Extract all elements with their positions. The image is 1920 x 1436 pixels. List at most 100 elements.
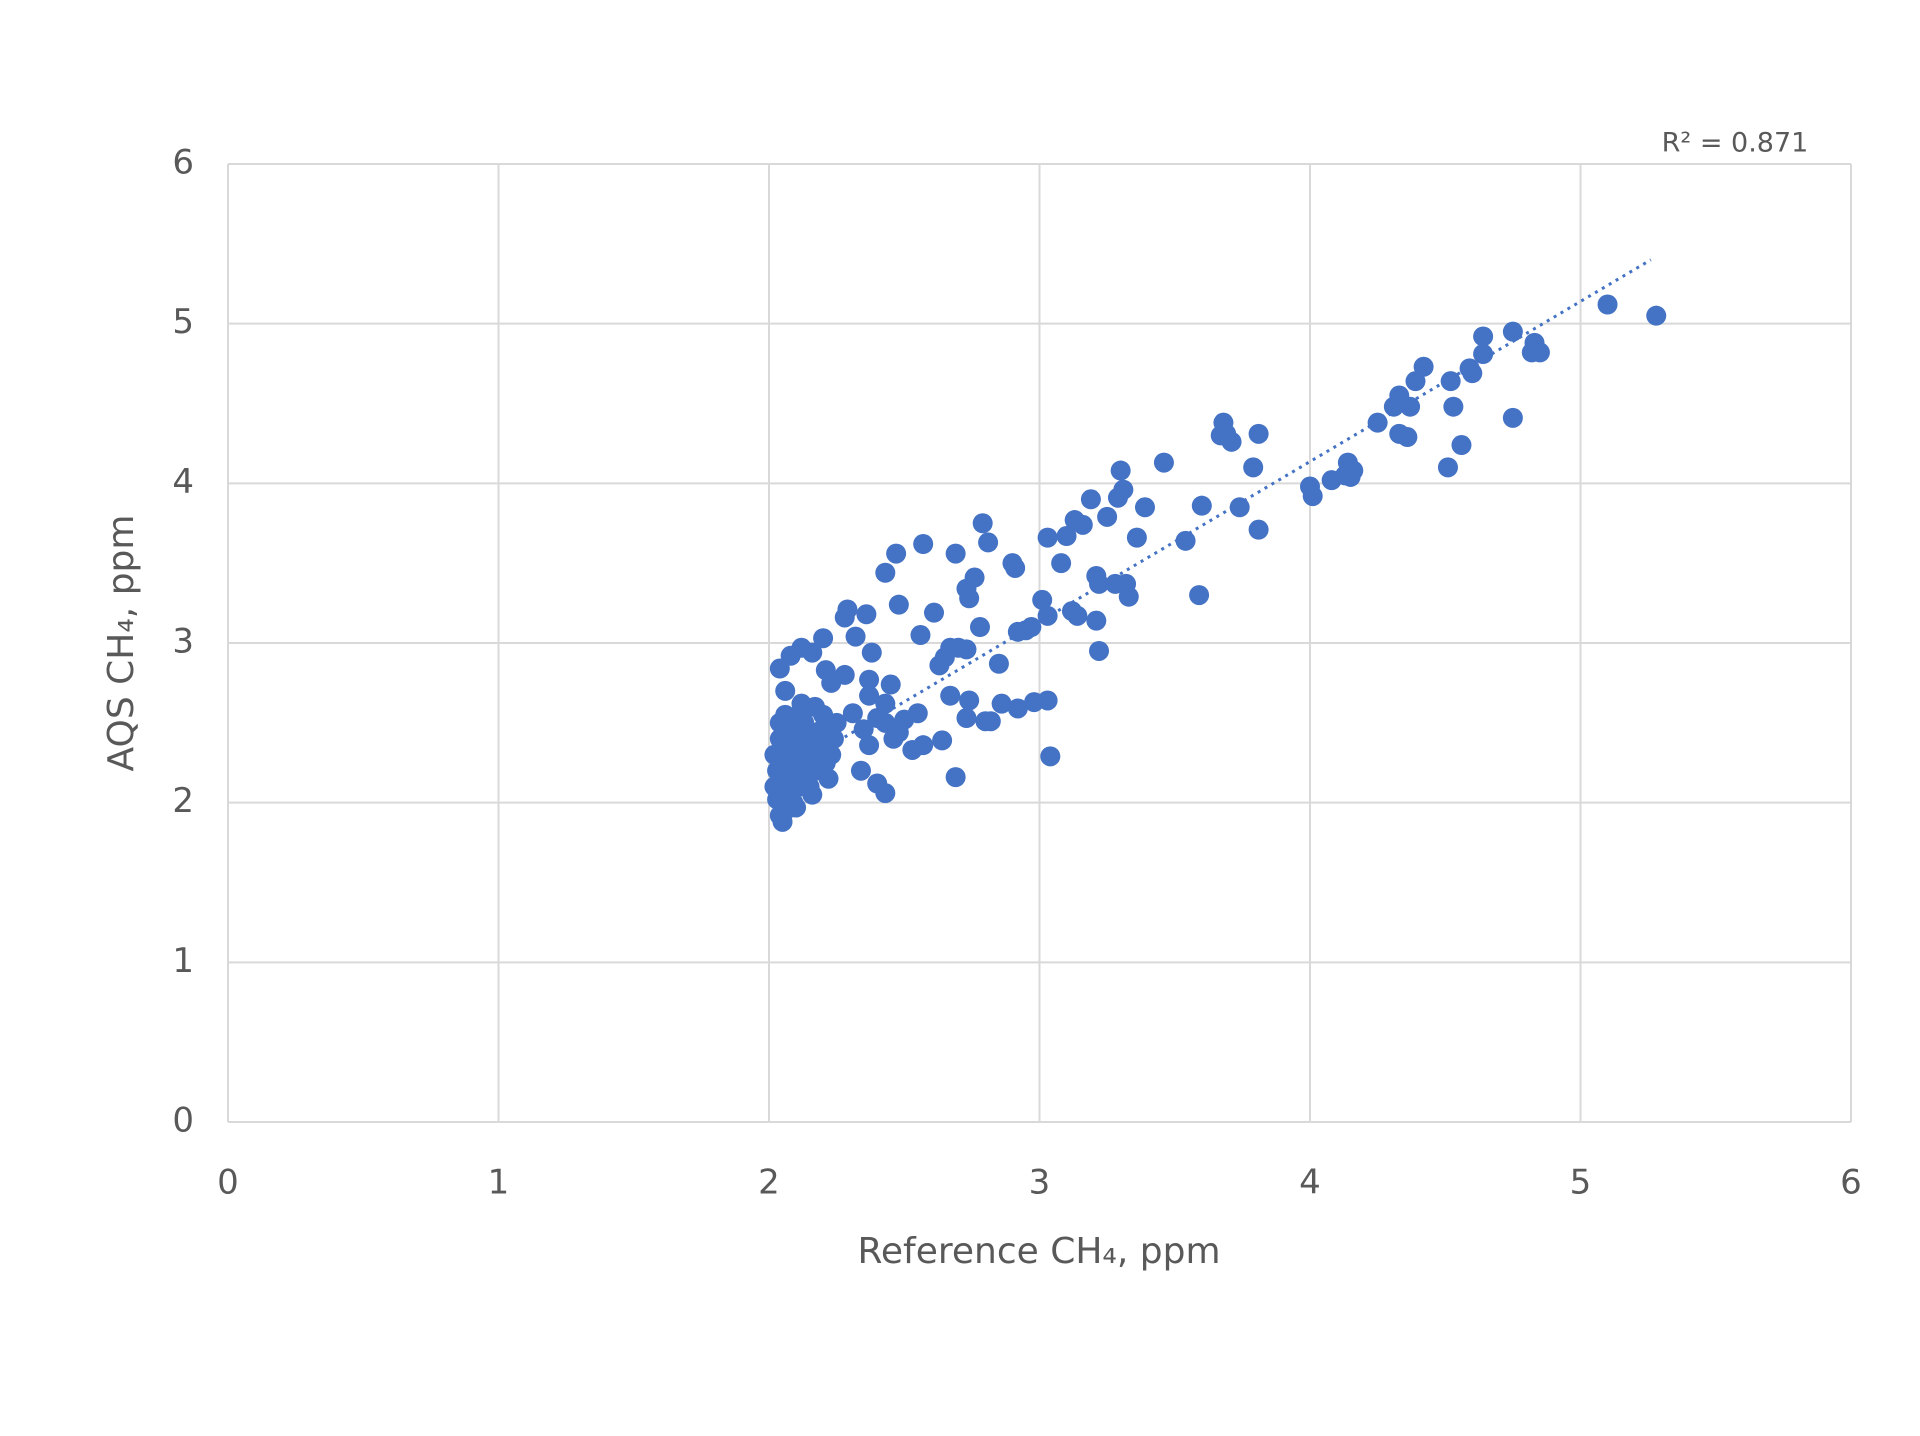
- point: [1118, 586, 1139, 607]
- point: [1597, 294, 1618, 315]
- point: [1089, 640, 1110, 661]
- point: [1440, 371, 1461, 392]
- point: [1443, 396, 1464, 417]
- point: [775, 680, 796, 701]
- point: [1248, 423, 1269, 444]
- point: [1397, 427, 1418, 448]
- point: [859, 735, 880, 756]
- point: [875, 783, 896, 804]
- point: [1040, 746, 1061, 767]
- point: [856, 604, 877, 625]
- point: [791, 693, 812, 714]
- point: [924, 602, 945, 623]
- point: [1056, 526, 1077, 547]
- point: [1007, 698, 1028, 719]
- x-tick-label: 5: [1570, 1163, 1592, 1203]
- y-tick-label: 1: [172, 941, 194, 981]
- point: [786, 797, 807, 818]
- point: [1646, 305, 1667, 326]
- point: [1080, 489, 1101, 510]
- point: [875, 693, 896, 714]
- point: [1189, 585, 1210, 606]
- point: [945, 767, 966, 788]
- point: [1086, 610, 1107, 631]
- point: [1097, 506, 1118, 527]
- x-tick-label: 0: [217, 1163, 239, 1203]
- point: [818, 768, 839, 789]
- point: [1473, 326, 1494, 347]
- point: [850, 760, 871, 781]
- point: [772, 776, 793, 797]
- y-tick-label: 0: [172, 1101, 194, 1141]
- point: [826, 712, 847, 733]
- point: [823, 728, 844, 749]
- point: [945, 543, 966, 564]
- point: [769, 712, 790, 733]
- point: [1191, 495, 1212, 516]
- point: [886, 543, 907, 564]
- y-tick-label: 4: [172, 462, 194, 502]
- point: [769, 658, 790, 679]
- point: [959, 690, 980, 711]
- point: [1521, 342, 1542, 363]
- y-tick-label: 2: [172, 781, 194, 821]
- point: [861, 642, 882, 663]
- point: [1037, 605, 1058, 626]
- point: [1302, 486, 1323, 507]
- y-axis-title: AQS CH₄, ppm: [101, 515, 142, 772]
- point: [834, 607, 855, 628]
- point: [853, 719, 874, 740]
- point: [980, 711, 1001, 732]
- point: [875, 562, 896, 583]
- point: [959, 588, 980, 609]
- point: [988, 653, 1009, 674]
- x-tick-label: 4: [1299, 1163, 1321, 1203]
- x-tick-label: 2: [758, 1163, 780, 1203]
- point: [1051, 553, 1072, 574]
- point: [972, 513, 993, 534]
- point: [1502, 407, 1523, 428]
- y-tick-label: 5: [172, 302, 194, 342]
- point: [1037, 527, 1058, 548]
- point: [894, 709, 915, 730]
- point: [1405, 371, 1426, 392]
- point: [1243, 457, 1264, 478]
- point: [1134, 497, 1155, 518]
- point: [991, 693, 1012, 714]
- point: [1400, 396, 1421, 417]
- point: [1126, 527, 1147, 548]
- point: [888, 594, 909, 615]
- point: [913, 534, 934, 555]
- point: [1248, 519, 1269, 540]
- point: [1067, 605, 1088, 626]
- x-tick-label: 3: [1029, 1163, 1051, 1203]
- point: [842, 703, 863, 724]
- r-squared-annotation: R² = 0.871: [1662, 128, 1809, 159]
- point: [859, 685, 880, 706]
- point: [802, 784, 823, 805]
- x-tick-label: 6: [1840, 1163, 1862, 1203]
- point: [1072, 514, 1093, 535]
- point: [1175, 530, 1196, 551]
- point: [1473, 344, 1494, 365]
- point: [1153, 452, 1174, 473]
- point: [1383, 396, 1404, 417]
- point: [1107, 487, 1128, 508]
- point: [910, 625, 931, 646]
- x-tick-label: 1: [488, 1163, 510, 1203]
- point: [1340, 466, 1361, 487]
- y-tick-label: 3: [172, 622, 194, 662]
- point: [813, 628, 834, 649]
- y-tick-label: 6: [172, 143, 194, 183]
- point: [969, 617, 990, 638]
- point: [859, 669, 880, 690]
- trendline: [768, 258, 1652, 784]
- point: [932, 730, 953, 751]
- point: [1437, 457, 1458, 478]
- point: [902, 739, 923, 760]
- point: [815, 660, 836, 681]
- point: [845, 626, 866, 647]
- point: [1451, 435, 1472, 456]
- point: [880, 674, 901, 695]
